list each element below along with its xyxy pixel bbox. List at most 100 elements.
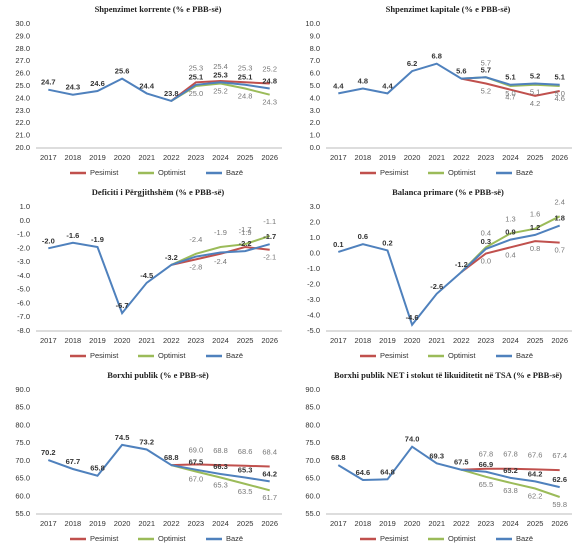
- data-label: -1.6: [66, 231, 79, 240]
- data-label: -1.9: [239, 228, 252, 237]
- data-label: -6.7: [116, 301, 129, 310]
- data-label: -2.2: [239, 239, 252, 248]
- data-label: -1.7: [263, 232, 276, 241]
- data-label: 64.2: [528, 469, 543, 478]
- data-label: 67.6: [528, 450, 543, 459]
- data-label: 5.0: [505, 89, 515, 98]
- data-label: -1.1: [263, 217, 276, 226]
- y-tick-label: 70.0: [305, 456, 320, 465]
- x-tick-label: 2019: [379, 519, 396, 528]
- y-tick-label: 65.0: [15, 474, 30, 483]
- y-tick-label: -2.0: [307, 279, 320, 288]
- data-label: 61.7: [262, 493, 277, 502]
- data-label: 0.7: [554, 246, 564, 255]
- x-tick-label: 2024: [502, 519, 519, 528]
- data-label: 0.4: [505, 250, 515, 259]
- x-tick-label: 2021: [428, 153, 445, 162]
- data-label: 5.1: [530, 88, 540, 97]
- y-tick-label: 1.0: [310, 233, 320, 242]
- data-label: 1.8: [554, 214, 564, 223]
- y-tick-label: 10.0: [305, 19, 320, 28]
- data-label: 68.8: [331, 453, 346, 462]
- data-label: 4.6: [554, 94, 564, 103]
- data-label: 73.2: [139, 438, 154, 447]
- data-label: 66.9: [479, 460, 494, 469]
- y-tick-label: 9.0: [310, 31, 320, 40]
- y-tick-label: 80.0: [15, 420, 30, 429]
- x-tick-label: 2021: [428, 519, 445, 528]
- data-label: 67.8: [479, 450, 494, 459]
- chart-title: Balanca primare (% e PBB-së): [392, 187, 504, 197]
- data-label: 59.8: [552, 500, 567, 509]
- x-tick-label: 2022: [163, 153, 180, 162]
- legend-label: Optimist: [448, 534, 476, 543]
- y-tick-label: 1.0: [20, 202, 30, 211]
- data-label: 24.3: [262, 98, 277, 107]
- data-label: 69.0: [189, 445, 204, 454]
- x-tick-label: 2022: [453, 336, 470, 345]
- data-label: 67.4: [552, 451, 567, 460]
- y-tick-label: 2.0: [310, 217, 320, 226]
- data-label: 68.6: [238, 447, 253, 456]
- x-tick-label: 2026: [551, 519, 568, 528]
- data-label: 5.2: [530, 72, 540, 81]
- y-tick-label: 75.0: [15, 438, 30, 447]
- data-label: 63.8: [503, 486, 518, 495]
- y-tick-label: -1.0: [307, 264, 320, 273]
- data-label: 67.8: [503, 450, 518, 459]
- y-tick-label: 4.0: [310, 93, 320, 102]
- data-label: 4.7: [505, 93, 515, 102]
- y-tick-label: -5.0: [307, 326, 320, 335]
- data-label: 65.3: [238, 465, 253, 474]
- data-label: 68.4: [262, 448, 277, 457]
- legend-label: Pesimist: [90, 351, 119, 360]
- series-line: [170, 79, 270, 102]
- data-label: 25.1: [238, 73, 253, 82]
- y-tick-label: 6.0: [310, 69, 320, 78]
- data-label: 6.8: [431, 52, 441, 61]
- series-line: [460, 215, 561, 273]
- y-tick-label: 29.0: [15, 31, 30, 40]
- data-label: -1.7: [239, 225, 252, 234]
- x-tick-label: 2022: [453, 153, 470, 162]
- data-label: 0.6: [358, 232, 368, 241]
- data-label: 67.7: [66, 457, 81, 466]
- y-tick-label: 24.0: [15, 93, 30, 102]
- x-tick-label: 2019: [379, 336, 396, 345]
- y-tick-label: -6.0: [17, 298, 30, 307]
- data-label: -2.1: [263, 253, 276, 262]
- data-label: 0.2: [382, 238, 392, 247]
- data-label: 66.3: [213, 462, 228, 471]
- data-label: 2.4: [554, 197, 564, 206]
- y-tick-label: 20.0: [15, 143, 30, 152]
- data-label: -2.6: [430, 282, 443, 291]
- series-line: [337, 445, 560, 489]
- series-line: [461, 468, 561, 498]
- data-label: 64.8: [380, 467, 395, 476]
- data-label: -2.0: [42, 236, 55, 245]
- x-tick-label: 2019: [89, 153, 106, 162]
- data-label: 24.6: [90, 79, 105, 88]
- series-line: [461, 467, 560, 472]
- data-label: 4.2: [530, 99, 540, 108]
- legend-label: Optimist: [448, 351, 476, 360]
- x-tick-label: 2020: [404, 519, 421, 528]
- y-tick-label: 28.0: [15, 44, 30, 53]
- y-tick-label: 30.0: [15, 19, 30, 28]
- x-tick-label: 2020: [114, 519, 131, 528]
- data-label: 24.8: [238, 91, 253, 100]
- x-tick-label: 2024: [502, 336, 519, 345]
- data-label: 25.1: [189, 73, 204, 82]
- x-tick-label: 2025: [237, 336, 254, 345]
- y-tick-label: -4.0: [17, 271, 30, 280]
- data-label: 24.8: [262, 76, 277, 85]
- y-tick-label: 60.0: [305, 491, 320, 500]
- data-label: 63.5: [238, 487, 253, 496]
- legend-label: Optimist: [158, 168, 186, 177]
- x-tick-label: 2020: [404, 336, 421, 345]
- x-tick-label: 2023: [478, 336, 495, 345]
- x-tick-label: 2018: [355, 519, 372, 528]
- data-label: 64.2: [262, 469, 277, 478]
- series-line: [461, 77, 560, 97]
- legend-label: Optimist: [448, 168, 476, 177]
